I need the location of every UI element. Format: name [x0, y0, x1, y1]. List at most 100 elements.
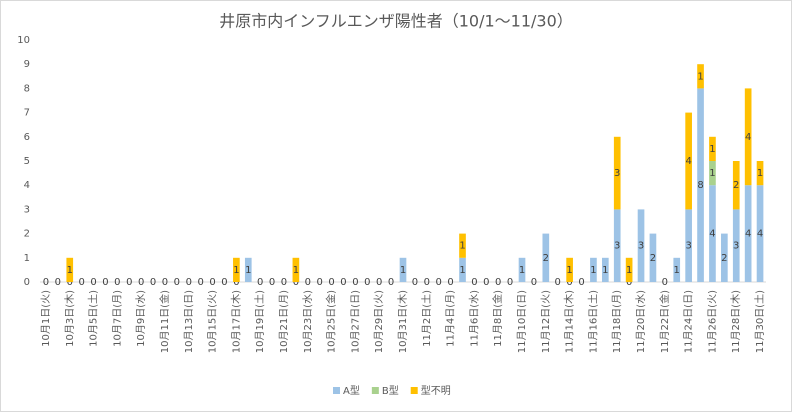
x-tick-label: 10月27日(日) [349, 290, 361, 353]
data-label: 0 [150, 277, 156, 288]
data-label: 0 [447, 277, 453, 288]
y-tick-label: 0 [24, 277, 30, 288]
data-label: 0 [233, 277, 239, 288]
x-tick-label: 10月9日(水) [135, 290, 147, 347]
bar-segment [732, 209, 740, 282]
bar-segment [709, 185, 716, 282]
data-label: 3 [685, 241, 691, 252]
x-tick-label: 10月29日(火) [373, 290, 385, 353]
bar-segment [685, 209, 692, 282]
y-tick-label: 9 [24, 59, 30, 70]
x-tick-label: 10月31日(木) [397, 290, 409, 353]
data-label: 0 [78, 277, 84, 288]
data-label: 0 [436, 277, 442, 288]
bar-segment [601, 257, 609, 282]
chart-title: 井原市内インフルエンザ陽性者（10/1～11/30） [219, 12, 573, 31]
bar-segment [399, 257, 407, 282]
x-tick-label: 10月1日(火) [40, 290, 52, 347]
data-label: 0 [388, 277, 394, 288]
x-tick-label: 11月16日(土) [586, 290, 599, 353]
x-tick-label: 11月30日(土) [753, 290, 766, 353]
bar-segment [637, 209, 645, 282]
bar-segment [732, 161, 740, 210]
data-label: 1 [674, 265, 680, 276]
bar-segment [756, 161, 764, 186]
x-tick-label: 11月10日(日) [516, 290, 528, 353]
legend-label: B型 [382, 384, 399, 397]
data-label: 3 [638, 241, 644, 252]
x-tick-label: 11月22日(金) [658, 290, 671, 353]
x-tick-label: 10月25日(金) [325, 290, 338, 353]
data-label: 0 [305, 277, 311, 288]
x-tick-label: 10月23日(水) [302, 290, 314, 353]
x-tick-label: 11月12日(火) [540, 290, 552, 353]
x-tick-label: 10月3日(木) [64, 290, 76, 347]
data-label: 0 [531, 277, 537, 288]
data-label: 1 [245, 265, 251, 276]
bar-segment [709, 136, 716, 161]
data-label: 0 [495, 277, 501, 288]
data-label: 1 [590, 265, 596, 276]
x-tick-label: 11月26日(火) [706, 290, 718, 353]
data-label: 0 [174, 277, 180, 288]
y-tick-label: 8 [24, 83, 30, 94]
data-label: 0 [471, 277, 477, 288]
bar-segment [709, 161, 716, 186]
data-label: 1 [626, 265, 632, 276]
x-tick-label: 10月21日(月) [278, 290, 290, 353]
bar-segment [756, 185, 764, 282]
x-tick-label: 10月13日(日) [183, 290, 195, 353]
data-label: 0 [55, 277, 61, 288]
data-label: 1 [709, 144, 715, 155]
data-label: 8 [697, 180, 703, 191]
x-tick-label: 11月20日(水) [635, 290, 647, 353]
data-label: 0 [376, 277, 382, 288]
bar-segment [244, 257, 252, 282]
data-label: 1 [519, 265, 525, 276]
data-label: 3 [733, 241, 739, 252]
data-label: 4 [757, 229, 763, 240]
data-label: 1 [67, 265, 73, 276]
data-label: 0 [162, 277, 168, 288]
bar-segment [744, 88, 752, 186]
bar-segment [233, 257, 240, 282]
bar-segment [697, 88, 704, 283]
data-label: 0 [221, 277, 227, 288]
x-tick-label: 10月15日(火) [207, 290, 219, 353]
bar-segment [673, 257, 681, 282]
y-tick-label: 1 [24, 253, 30, 264]
data-label: 4 [685, 156, 691, 167]
bar-segment [625, 257, 633, 282]
bar-segment [685, 112, 692, 210]
data-label: 1 [566, 265, 572, 276]
legend-label: 型不明 [421, 384, 451, 397]
y-tick-label: 4 [24, 180, 30, 191]
data-label: 1 [602, 265, 608, 276]
x-tick-label: 10月5日(土) [87, 290, 100, 347]
data-label: 0 [186, 277, 192, 288]
legend-swatch [333, 387, 340, 394]
data-label: 0 [566, 277, 572, 288]
data-label: 0 [578, 277, 584, 288]
y-tick-label: 5 [24, 156, 30, 167]
data-label: 0 [269, 277, 275, 288]
x-tick-label: 11月4日(月) [445, 290, 457, 347]
data-label: 1 [459, 265, 465, 276]
data-label: 0 [352, 277, 358, 288]
data-label: 0 [507, 277, 513, 288]
x-tick-label: 11月6日(水) [468, 290, 480, 347]
data-label: 1 [293, 265, 299, 276]
data-label: 0 [114, 277, 120, 288]
bar-segment [697, 64, 704, 89]
x-tick-label: 11月28日(木) [730, 290, 742, 353]
data-label: 0 [555, 277, 561, 288]
bar-segment [292, 257, 300, 282]
x-tick-label: 10月11日(金) [158, 290, 171, 353]
y-tick-label: 6 [24, 132, 30, 143]
bar-segment [459, 257, 466, 282]
data-label: 1 [233, 265, 239, 276]
bar-segment [459, 233, 466, 258]
data-label: 0 [102, 277, 108, 288]
x-tick-label: 11月2日(土) [420, 290, 433, 347]
